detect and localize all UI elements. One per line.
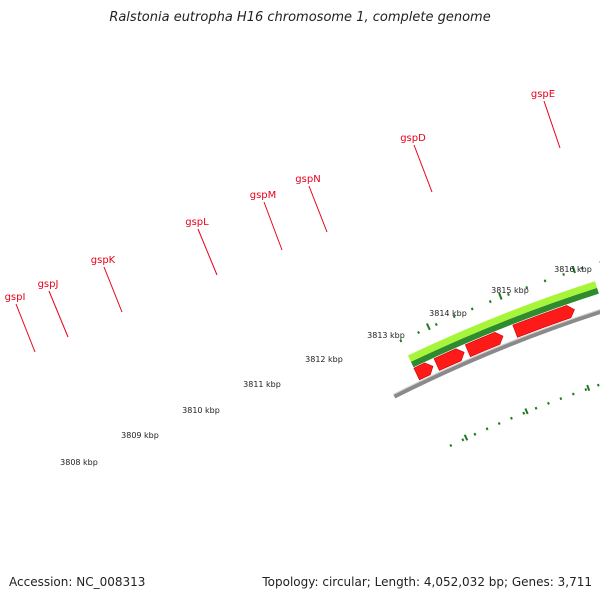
gene-arrow-2 <box>433 348 465 371</box>
upper-tick <box>452 315 456 319</box>
gene-label-gspK: gspK <box>91 255 116 266</box>
scale-label: 3812 kbp <box>305 355 343 364</box>
upper-tick <box>507 292 510 296</box>
gene-label-gspE: gspE <box>531 89 555 100</box>
leader-line-gspI <box>15 303 36 353</box>
leader-line-gspD <box>413 144 433 193</box>
lime-feature-1 <box>407 281 597 362</box>
map-title: Ralstonia eutropha H16 chromosome 1, com… <box>109 10 491 25</box>
backbone-line <box>393 310 600 399</box>
scale-label: 3813 kbp <box>367 331 405 340</box>
upper-tick <box>399 339 403 343</box>
scale-tick <box>534 406 538 410</box>
scale-major-tick <box>586 384 591 392</box>
upper-tick <box>562 272 565 276</box>
upper-tick <box>417 330 420 335</box>
leader-line-gspE <box>543 100 561 149</box>
genome-stats-text: Topology: circular; Length: 4,052,032 bp… <box>262 575 592 589</box>
scale-label: 3811 kbp <box>243 380 281 389</box>
leader-line-gspJ <box>48 290 69 338</box>
scale-label: 3815 kbp <box>491 286 529 295</box>
leader-line-gspL <box>197 228 218 276</box>
scale-label-layer: 3808 kbp 3809 kbp 3810 kbp 3811 kbp 3812 kbp… <box>60 265 592 467</box>
gene-label-gspJ: gspJ <box>38 279 59 290</box>
leader-line-gspN <box>308 185 328 233</box>
scale-tick <box>584 388 588 392</box>
upper-tick <box>543 279 547 283</box>
upper-major-tick <box>498 292 503 300</box>
gene-arrow-3 <box>464 331 504 358</box>
scale-label: 3808 kbp <box>60 458 98 467</box>
upper-tick <box>434 322 438 326</box>
scale-tick <box>497 421 501 426</box>
leader-line-gspM <box>263 201 283 251</box>
scale-tick <box>449 443 453 448</box>
lime-feature-layer <box>407 281 599 368</box>
scale-tick <box>461 438 465 442</box>
scale-label: 3814 kbp <box>429 309 467 318</box>
gene-label-gspD: gspD <box>400 133 426 144</box>
gene-label-gspI: gspI <box>5 292 26 303</box>
gene-arrow-1 <box>413 362 434 381</box>
gene-label-gspL: gspL <box>185 217 209 228</box>
upper-tick <box>580 266 584 270</box>
gene-label-gspN: gspN <box>295 174 320 185</box>
upper-major-tick <box>425 323 431 331</box>
scale-tick <box>547 401 550 405</box>
gene-arrow-4 <box>512 305 575 338</box>
gene-arrow-layer <box>413 305 575 381</box>
gene-label-layer: gspI gspJ gspK gspL gspM gspN gspD gspE <box>5 89 561 353</box>
upper-tick <box>525 286 529 290</box>
backbone-layer <box>393 309 600 399</box>
dark-green-feature-1 <box>410 287 599 368</box>
scale-label: 3816 kbp <box>554 265 592 274</box>
scale-major-tick <box>524 408 529 415</box>
scale-label: 3809 kbp <box>121 431 159 440</box>
upper-major-tick <box>571 265 576 274</box>
scale-tick <box>522 411 526 415</box>
scale-tick <box>559 397 563 401</box>
scale-tick <box>571 392 575 396</box>
leader-line-gspK <box>103 266 123 313</box>
backbone-highlight <box>393 309 600 395</box>
scale-major-tick <box>463 434 469 441</box>
scale-tick <box>473 432 477 436</box>
upper-tick <box>488 300 492 304</box>
scale-tick <box>485 427 489 431</box>
scale-tick <box>510 416 513 420</box>
tick-layer <box>399 261 600 448</box>
upper-tick <box>470 307 474 311</box>
scale-label: 3810 kbp <box>182 406 220 415</box>
scale-tick <box>596 383 600 387</box>
gene-label-gspM: gspM <box>250 190 277 201</box>
accession-text: Accession: NC_008313 <box>9 575 146 589</box>
